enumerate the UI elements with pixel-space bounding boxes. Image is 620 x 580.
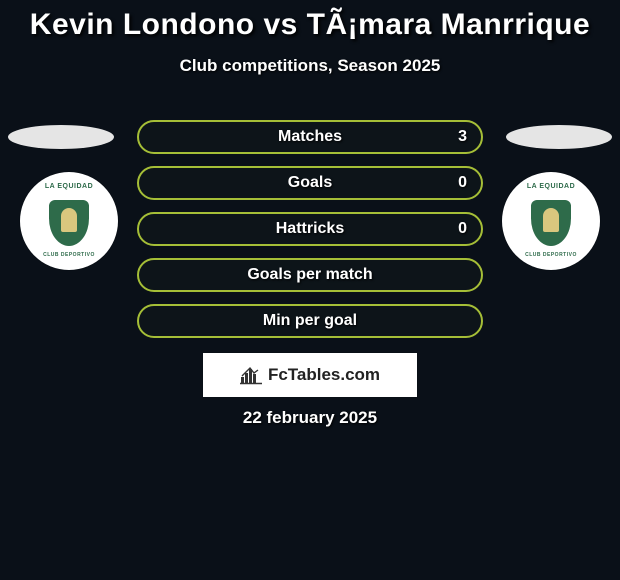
shield-icon bbox=[531, 200, 571, 246]
stats-column: Matches 3 Goals 0 Hattricks 0 Goals per … bbox=[137, 120, 483, 338]
stat-value-right: 3 bbox=[458, 128, 467, 146]
stat-label: Goals bbox=[288, 174, 332, 192]
stat-value-right: 0 bbox=[458, 174, 467, 192]
club-badge-left-top-label: LA EQUIDAD bbox=[45, 183, 93, 190]
club-badge-left: LA EQUIDAD CLUB DEPORTIVO bbox=[20, 172, 118, 270]
date-label: 22 february 2025 bbox=[0, 408, 620, 428]
club-badge-right-inner: LA EQUIDAD CLUB DEPORTIVO bbox=[511, 181, 591, 261]
stat-row-goals-per-match: Goals per match bbox=[137, 258, 483, 292]
stat-label: Min per goal bbox=[263, 312, 357, 330]
subtitle: Club competitions, Season 2025 bbox=[0, 56, 620, 76]
stat-row-min-per-goal: Min per goal bbox=[137, 304, 483, 338]
stat-label: Hattricks bbox=[276, 220, 344, 238]
bar-chart-icon bbox=[240, 365, 262, 385]
stat-row-goals: Goals 0 bbox=[137, 166, 483, 200]
club-badge-right: LA EQUIDAD CLUB DEPORTIVO bbox=[502, 172, 600, 270]
player-photo-right-placeholder bbox=[506, 125, 612, 149]
stat-label: Matches bbox=[278, 128, 342, 146]
player-photo-left-placeholder bbox=[8, 125, 114, 149]
page-title: Kevin Londono vs TÃ¡mara Manrrique bbox=[0, 0, 620, 42]
stat-row-hattricks: Hattricks 0 bbox=[137, 212, 483, 246]
stat-label: Goals per match bbox=[247, 266, 372, 284]
shield-icon bbox=[49, 200, 89, 246]
club-badge-left-bottom-label: CLUB DEPORTIVO bbox=[43, 252, 95, 258]
stat-row-matches: Matches 3 bbox=[137, 120, 483, 154]
club-badge-right-bottom-label: CLUB DEPORTIVO bbox=[525, 252, 577, 258]
brand-box[interactable]: FcTables.com bbox=[203, 353, 417, 397]
brand-label: FcTables.com bbox=[268, 365, 380, 385]
club-badge-right-top-label: LA EQUIDAD bbox=[527, 183, 575, 190]
stat-value-right: 0 bbox=[458, 220, 467, 238]
club-badge-left-inner: LA EQUIDAD CLUB DEPORTIVO bbox=[29, 181, 109, 261]
